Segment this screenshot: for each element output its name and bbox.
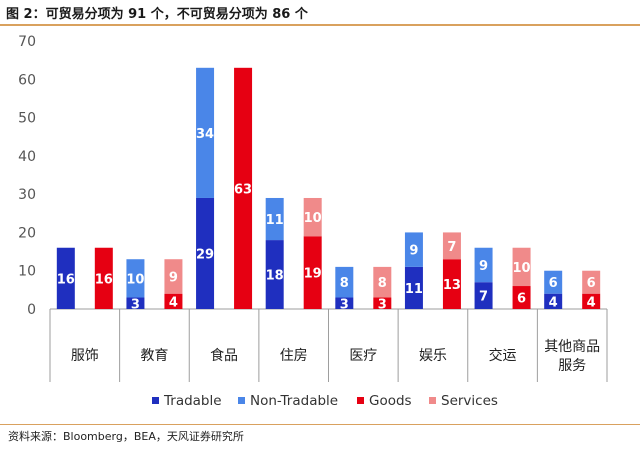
data-label: 11 <box>266 213 284 228</box>
bar-tradable <box>56 247 75 309</box>
data-label: 4 <box>169 295 178 310</box>
data-label: 63 <box>234 182 252 197</box>
data-label: 13 <box>443 278 461 293</box>
bar-non-tradable <box>404 232 423 267</box>
bar-non-tradable <box>196 67 215 198</box>
bar-tradable <box>335 297 354 309</box>
bar-tradable <box>126 297 145 309</box>
bar-goods <box>512 286 531 309</box>
data-label: 8 <box>378 276 387 291</box>
bar-tradable <box>404 266 423 309</box>
bar-tradable <box>196 197 215 309</box>
data-label: 19 <box>304 267 322 282</box>
bar-services <box>582 270 601 294</box>
bar-goods <box>582 293 601 309</box>
bar-goods <box>373 297 392 309</box>
legend-label: Services <box>441 393 498 409</box>
data-label: 7 <box>479 290 488 305</box>
bar-non-tradable <box>474 247 493 283</box>
bar-tradable <box>474 282 493 309</box>
bar-tradable <box>265 240 284 309</box>
category-label: 服饰 <box>71 348 99 364</box>
bar-goods <box>164 293 183 309</box>
data-label: 16 <box>95 272 113 287</box>
category-label: 其他商品 <box>544 339 600 355</box>
bar-non-tradable <box>335 266 354 298</box>
data-label: 6 <box>587 276 596 291</box>
y-tick-label: 20 <box>18 225 36 241</box>
bar-goods <box>94 247 113 309</box>
data-label: 10 <box>304 211 322 226</box>
data-label: 10 <box>126 272 144 287</box>
data-label: 9 <box>479 259 488 274</box>
legend-swatch <box>429 397 436 404</box>
data-label: 10 <box>513 261 531 276</box>
data-label: 7 <box>447 240 456 255</box>
bar-non-tradable <box>126 259 145 298</box>
data-label: 16 <box>57 272 75 287</box>
data-label: 29 <box>196 247 214 262</box>
bar-goods <box>303 236 322 309</box>
bar-services <box>512 247 531 287</box>
y-tick-label: 10 <box>18 264 36 280</box>
category-label: 服务 <box>558 358 586 374</box>
bar-services <box>373 266 392 298</box>
bar-non-tradable <box>544 270 563 294</box>
category-label: 食品 <box>210 347 238 364</box>
y-tick-label: 0 <box>27 302 36 318</box>
category-label: 娱乐 <box>419 348 447 364</box>
chart-title: 图 2：可贸易分项为 91 个，不可贸易分项为 86 个 <box>6 7 308 22</box>
legend-label: Non-Tradable <box>250 393 338 409</box>
legend-label: Tradable <box>163 393 222 409</box>
bar-goods <box>234 67 253 309</box>
data-label: 3 <box>340 297 349 312</box>
data-label: 18 <box>266 269 284 284</box>
category-label: 医疗 <box>349 348 377 364</box>
data-label: 34 <box>196 127 214 142</box>
data-label: 6 <box>549 276 558 291</box>
source-note: 资料来源：Bloomberg，BEA，天风证券研究所 <box>8 430 244 443</box>
y-tick-label: 70 <box>18 34 36 50</box>
data-label: 6 <box>517 292 526 307</box>
bar-services <box>442 232 461 260</box>
data-label: 11 <box>405 282 423 297</box>
category-label: 住房 <box>280 348 308 364</box>
bar-goods <box>442 259 461 309</box>
bar-tradable <box>544 293 563 309</box>
category-label: 交运 <box>489 347 517 364</box>
bar-services <box>303 197 322 237</box>
data-label: 8 <box>340 276 349 291</box>
y-tick-label: 30 <box>18 187 36 203</box>
data-label: 4 <box>549 295 558 310</box>
legend-label: Goods <box>369 393 412 409</box>
y-tick-label: 60 <box>18 72 36 88</box>
data-label: 3 <box>378 297 387 312</box>
legend-swatch <box>152 397 159 404</box>
bar-non-tradable <box>265 197 284 241</box>
title-divider <box>0 24 640 26</box>
source-divider <box>0 424 640 425</box>
legend-swatch <box>357 397 364 404</box>
data-label: 9 <box>409 244 418 259</box>
data-label: 3 <box>131 297 140 312</box>
category-label: 教育 <box>140 348 168 364</box>
y-tick-label: 50 <box>18 111 36 127</box>
bar-services <box>164 259 183 294</box>
data-label: 4 <box>587 295 596 310</box>
y-tick-label: 40 <box>18 149 36 165</box>
legend-swatch <box>238 397 245 404</box>
data-label: 9 <box>169 270 178 285</box>
